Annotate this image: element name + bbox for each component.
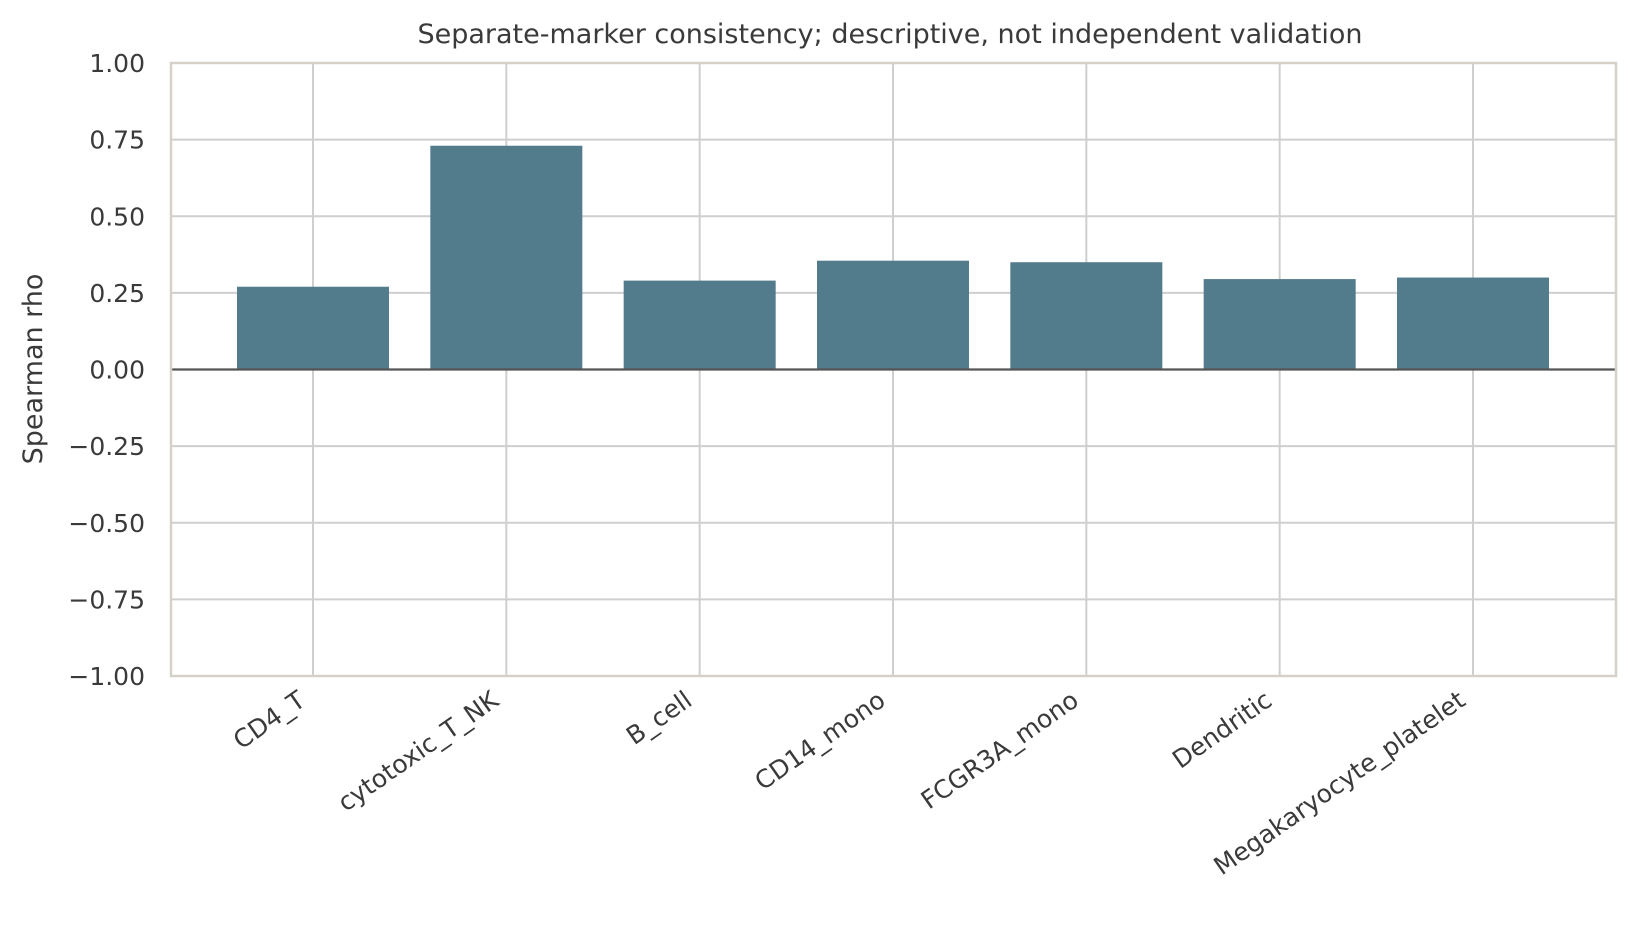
y-tick-label: 0.50 bbox=[89, 202, 145, 231]
y-tick-label: −1.00 bbox=[68, 662, 145, 691]
y-tick-label: −0.75 bbox=[68, 585, 145, 614]
y-axis-label: Spearman rho bbox=[18, 274, 49, 465]
bar-cd14-mono bbox=[817, 260, 969, 370]
bar-cd4-t bbox=[237, 286, 389, 370]
x-tick-label: cytotoxic_T_NK bbox=[332, 685, 504, 817]
x-tick-label: CD14_mono bbox=[749, 685, 890, 796]
bar-b-cell bbox=[623, 280, 776, 370]
y-tick-label: −0.50 bbox=[68, 509, 145, 538]
axes: 1.00 0.75 0.50 0.25 0.00 −0.25 −0.50 −0.75 −1.00… bbox=[68, 49, 1618, 881]
bars bbox=[237, 145, 1549, 370]
plot-frame bbox=[169, 61, 1618, 678]
bar-megakaryocyte-platelet bbox=[1397, 277, 1549, 370]
x-tick-label: Dendritic bbox=[1167, 685, 1277, 774]
y-tick-label: 0.00 bbox=[89, 356, 145, 385]
bar-fcgr3a-mono bbox=[1010, 262, 1163, 370]
bar-cytotoxic-t-nk bbox=[430, 145, 583, 370]
y-tick-label: 1.00 bbox=[89, 49, 145, 78]
x-tick-label: CD4_T bbox=[228, 685, 311, 755]
x-tick-label: FCGR3A_mono bbox=[916, 685, 1084, 815]
x-tick-label: B_cell bbox=[621, 685, 697, 750]
y-tick-label: 0.75 bbox=[89, 126, 145, 155]
y-tick-label: 0.25 bbox=[89, 279, 145, 308]
y-tick-label: −0.25 bbox=[68, 432, 145, 461]
bar-dendritic bbox=[1203, 279, 1356, 370]
chart-title: Separate-marker consistency; descriptive… bbox=[417, 19, 1362, 50]
